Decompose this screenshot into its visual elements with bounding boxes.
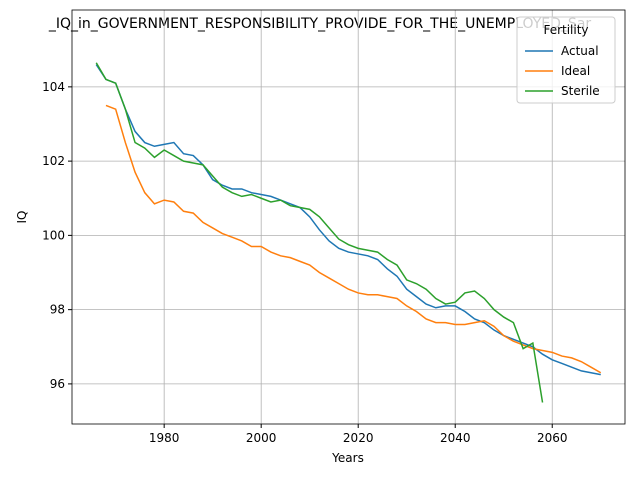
y-tick-label: 96 xyxy=(50,377,65,391)
y-tick-label: 104 xyxy=(42,80,65,94)
y-tick-label: 102 xyxy=(42,154,65,168)
series-line xyxy=(105,104,602,374)
y-tick-label: 100 xyxy=(42,228,65,242)
x-tick-label: 1980 xyxy=(149,431,180,445)
series-line xyxy=(95,62,544,403)
x-tick-label: 2000 xyxy=(246,431,277,445)
plot-frame xyxy=(71,9,626,425)
legend-title: Fertility xyxy=(543,23,588,37)
legend-label: Sterile xyxy=(561,84,600,98)
x-tick-label: 2020 xyxy=(343,431,374,445)
legend-box xyxy=(516,16,616,104)
x-tick-label: 2040 xyxy=(440,431,471,445)
x-axis-label: Years xyxy=(331,451,364,465)
y-axis-label: IQ xyxy=(15,211,29,224)
x-tick-label: 2060 xyxy=(537,431,568,445)
y-tick-label: 98 xyxy=(50,303,65,317)
legend-label: Actual xyxy=(561,44,599,58)
chart-title: _IQ_in_GOVERNMENT_RESPONSIBILITY_PROVIDE… xyxy=(48,16,592,32)
series-line xyxy=(95,64,601,376)
legend-label: Ideal xyxy=(561,64,590,78)
